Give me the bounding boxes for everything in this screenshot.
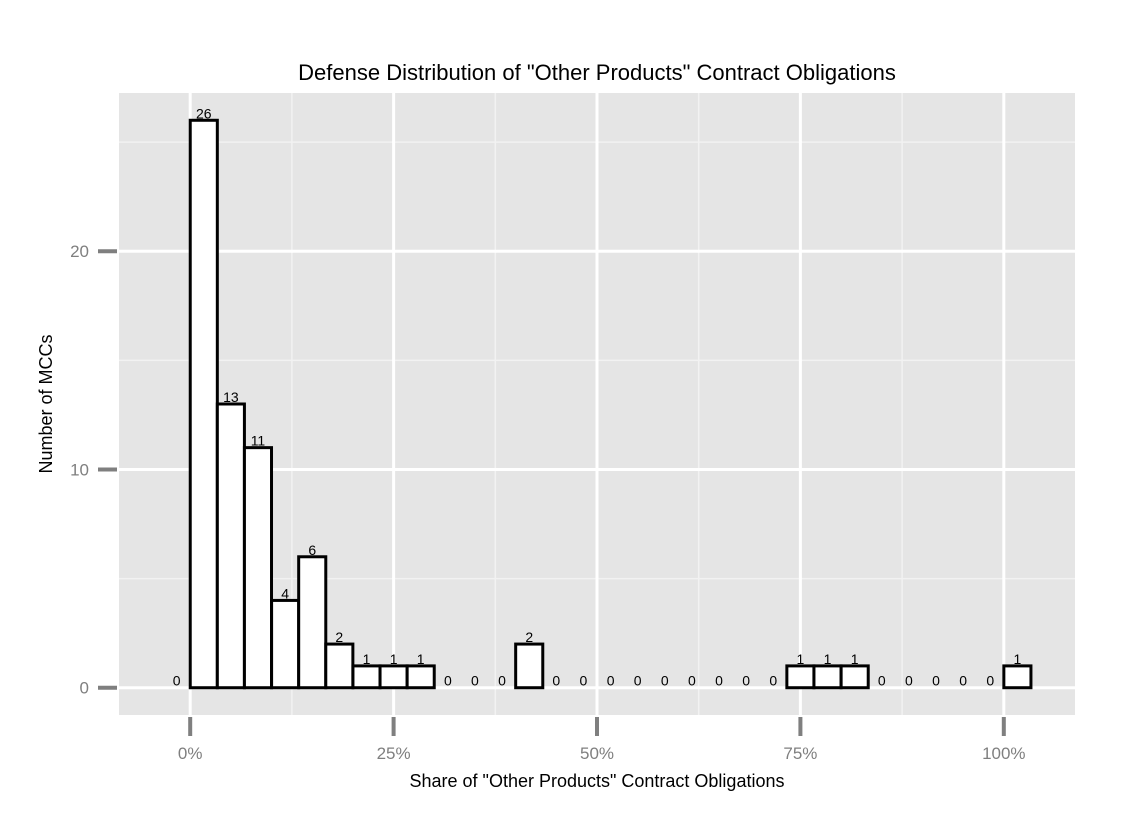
- y-tick-label: 20: [70, 242, 89, 261]
- histogram-bar: [188, 118, 219, 690]
- bar-value-label: 1: [390, 651, 398, 667]
- x-tick-label: 100%: [982, 744, 1025, 763]
- x-tick-label: 75%: [783, 744, 817, 763]
- bar-value-label: 1: [851, 651, 859, 667]
- bar-value-label: 0: [661, 673, 669, 689]
- x-axis-label: Share of "Other Products" Contract Oblig…: [410, 771, 785, 791]
- histogram-bar: [405, 664, 436, 690]
- bars: [188, 118, 1033, 690]
- bar-value-label: 0: [607, 673, 615, 689]
- x-tick-label: 50%: [580, 744, 614, 763]
- bar-value-label: 0: [769, 673, 777, 689]
- bar-value-label: 1: [417, 651, 425, 667]
- bar-value-label: 0: [688, 673, 696, 689]
- histogram-bar: [1002, 664, 1033, 690]
- bar-value-label: 11: [251, 433, 266, 449]
- bar-value-label: 26: [196, 105, 212, 121]
- bar-value-label: 1: [1013, 651, 1021, 667]
- bar-value-label: 0: [634, 673, 642, 689]
- histogram-bar: [297, 555, 328, 690]
- bar-value-label: 0: [444, 673, 452, 689]
- bar-value-label: 13: [223, 389, 239, 405]
- bar-value-label: 0: [715, 673, 723, 689]
- bar-value-label: 0: [959, 673, 967, 689]
- chart-title: Defense Distribution of "Other Products"…: [298, 60, 896, 85]
- histogram-bar: [514, 642, 545, 690]
- bar-value-label: 4: [281, 585, 289, 601]
- histogram-bar: [351, 664, 382, 690]
- y-axis-label: Number of MCCs: [36, 334, 56, 473]
- histogram-bar: [812, 664, 843, 690]
- bar-value-label: 2: [525, 629, 533, 645]
- bar-value-label: 6: [308, 542, 316, 558]
- bar-value-label: 1: [824, 651, 832, 667]
- bar-value-label: 1: [797, 651, 805, 667]
- histogram-bar: [378, 664, 409, 690]
- y-tick-label: 10: [70, 460, 89, 479]
- histogram-bar: [270, 598, 301, 690]
- bar-value-label: 0: [905, 673, 913, 689]
- histogram-bar: [242, 446, 274, 690]
- bar-value-label: 0: [552, 673, 560, 689]
- bar-value-label: 2: [335, 629, 343, 645]
- bar-value-label: 0: [932, 673, 940, 689]
- bar-value-label: 0: [742, 673, 750, 689]
- bar-value-label: 0: [173, 673, 181, 689]
- bar-value-label: 0: [498, 673, 506, 689]
- y-tick-label: 0: [80, 679, 89, 698]
- histogram-bar: [839, 664, 870, 690]
- bar-value-label: 1: [363, 651, 371, 667]
- bar-value-label: 0: [471, 673, 479, 689]
- histogram-bar: [215, 402, 246, 690]
- x-tick-label: 0%: [178, 744, 203, 763]
- y-axis: 0 10 20: [70, 242, 117, 698]
- bar-value-label: 0: [878, 673, 886, 689]
- bar-value-label: 0: [580, 673, 588, 689]
- x-axis: 0% 25% 50% 75% 100%: [178, 717, 1026, 763]
- histogram-bar: [785, 664, 816, 690]
- histogram-bar: [324, 642, 355, 690]
- x-tick-label: 25%: [377, 744, 411, 763]
- bar-value-label: 0: [986, 673, 994, 689]
